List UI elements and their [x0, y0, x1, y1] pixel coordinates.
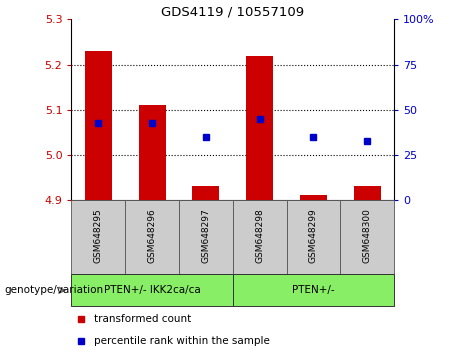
Bar — [233, 200, 287, 274]
Text: GSM648296: GSM648296 — [148, 208, 157, 263]
Text: genotype/variation: genotype/variation — [5, 285, 104, 295]
Text: GSM648299: GSM648299 — [309, 208, 318, 263]
Text: GSM648300: GSM648300 — [363, 208, 372, 263]
Bar — [354, 187, 381, 200]
Text: GSM648297: GSM648297 — [201, 208, 210, 263]
Bar — [340, 200, 394, 274]
Text: PTEN+/-: PTEN+/- — [292, 285, 335, 295]
Bar — [246, 56, 273, 200]
Bar — [179, 200, 233, 274]
Text: GSM648298: GSM648298 — [255, 208, 264, 263]
Bar — [193, 187, 219, 200]
Text: transformed count: transformed count — [94, 314, 191, 324]
Bar — [71, 200, 125, 274]
Text: percentile rank within the sample: percentile rank within the sample — [94, 336, 270, 346]
Bar — [287, 200, 340, 274]
Text: PTEN+/- IKK2ca/ca: PTEN+/- IKK2ca/ca — [104, 285, 201, 295]
Text: GSM648295: GSM648295 — [94, 208, 103, 263]
Bar — [85, 51, 112, 200]
Bar — [71, 274, 233, 306]
Bar — [125, 200, 179, 274]
Title: GDS4119 / 10557109: GDS4119 / 10557109 — [161, 5, 304, 18]
Bar — [233, 274, 394, 306]
Bar — [300, 195, 327, 200]
Bar — [139, 105, 165, 200]
